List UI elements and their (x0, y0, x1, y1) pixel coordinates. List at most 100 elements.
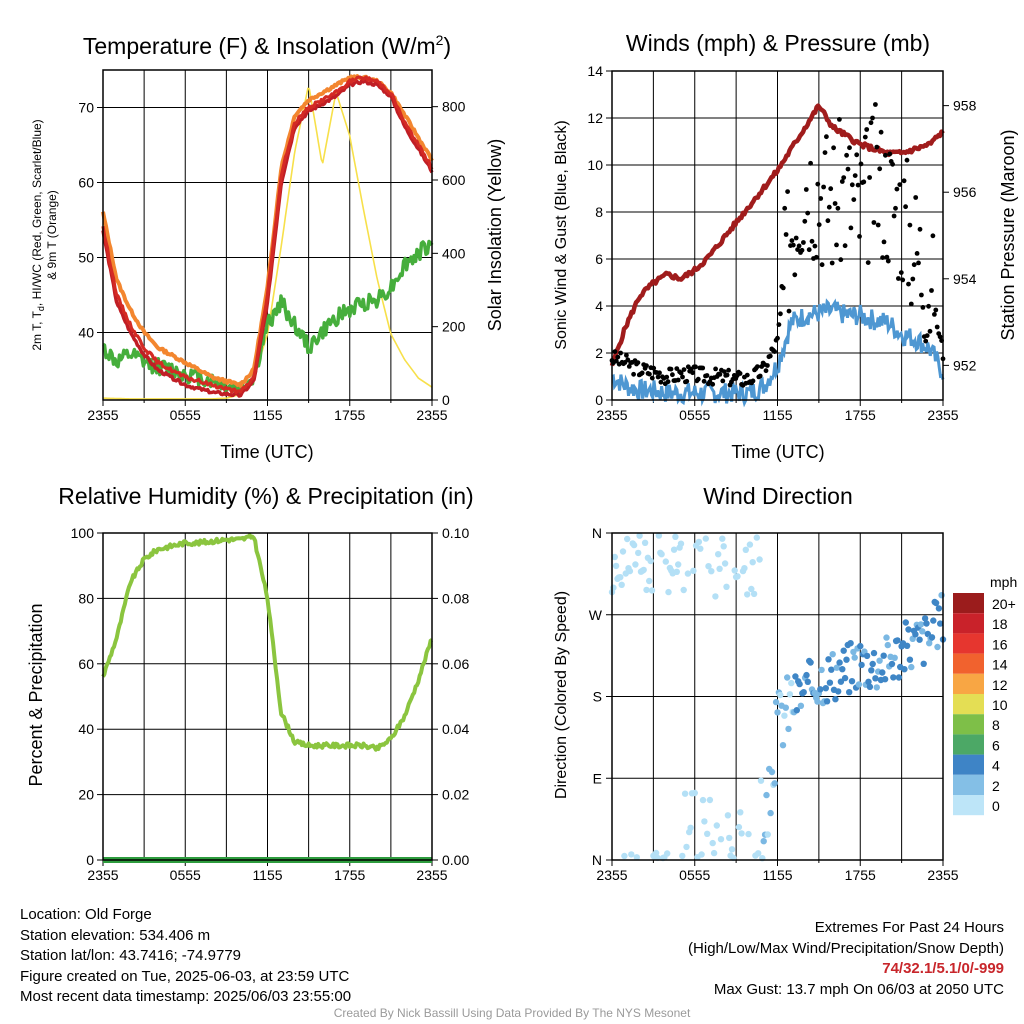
legend-swatch (953, 613, 984, 634)
y-tick-label: 70 (78, 100, 94, 116)
y2-tick-label: 0 (442, 392, 450, 408)
legend-label: 12 (992, 677, 1008, 693)
direction-point (903, 642, 911, 649)
y2-tick-label: 600 (442, 172, 466, 188)
legend-label: 2 (992, 778, 1000, 794)
y-tick-label: 12 (587, 110, 603, 126)
direction-point (825, 656, 832, 663)
gust-point (913, 195, 919, 200)
direction-point (857, 642, 864, 650)
direction-point (847, 640, 854, 647)
direction-point (781, 712, 788, 719)
direction-point (755, 850, 762, 857)
y2-tick-label: 0.04 (442, 721, 469, 737)
direction-point (837, 678, 845, 685)
gust-point (670, 372, 675, 378)
direction-point (835, 688, 842, 695)
direction-point (937, 620, 944, 627)
legend-swatch (953, 673, 984, 694)
direction-point (672, 533, 679, 540)
direction-point (771, 780, 778, 787)
legend-swatch (953, 653, 984, 674)
direction-point (635, 549, 642, 557)
series-line-humidity (101, 533, 433, 752)
gust-point (831, 145, 836, 151)
direction-ylabel: Direction (Colored By Speed) (553, 591, 570, 799)
gust-point (930, 233, 936, 239)
x-tick-label: 2355 (927, 407, 958, 423)
y-tick-label: 40 (78, 325, 94, 341)
gust-point (783, 232, 789, 237)
y-tick-label: 100 (71, 525, 95, 541)
direction-point (817, 686, 824, 693)
legend-label: 4 (992, 758, 1000, 774)
y2-tick-label: 400 (442, 245, 466, 261)
gust-point (615, 354, 621, 360)
gust-point (841, 175, 847, 181)
gust-point (828, 186, 834, 192)
direction-point (843, 656, 850, 663)
gust-point (854, 152, 860, 158)
gust-point (815, 181, 821, 187)
y2-tick-label: 0.00 (442, 852, 469, 868)
direction-point (774, 709, 781, 716)
direction-point (753, 534, 760, 541)
gust-point (809, 238, 815, 244)
y-tick-label: N (592, 525, 602, 541)
direction-point (664, 850, 671, 857)
plot-frame (611, 70, 944, 401)
direction-point (921, 615, 929, 622)
direction-point (938, 592, 945, 599)
gust-point (937, 334, 943, 340)
gust-point (806, 247, 812, 253)
gust-point (681, 367, 687, 372)
gust-point (884, 254, 890, 260)
gust-point (720, 378, 726, 384)
x-tick-label: 0555 (170, 867, 201, 883)
gust-point (924, 333, 930, 338)
direction-point (768, 768, 776, 776)
direction-point (701, 818, 708, 825)
gust-point (825, 218, 831, 224)
legend-label: 0 (992, 798, 1000, 814)
direction-point (728, 846, 736, 853)
location-text: Location: Old Forge (20, 906, 152, 923)
gust-point (782, 205, 788, 211)
humidity-title: Relative Humidity (%) & Precipitation (i… (58, 483, 473, 509)
gust-point (851, 197, 857, 203)
gust-point (877, 166, 883, 172)
direction-point (658, 551, 665, 558)
gust-point (891, 213, 897, 219)
legend-swatch (953, 734, 984, 755)
gust-point (647, 371, 652, 377)
direction-point (630, 541, 638, 549)
gust-point (852, 173, 858, 179)
direction-point (744, 591, 751, 598)
gust-point (802, 218, 808, 224)
gust-point (919, 292, 924, 298)
direction-point (906, 656, 914, 663)
direction-point (797, 702, 805, 709)
gust-point (625, 357, 631, 363)
direction-point (930, 617, 937, 624)
direction-point (618, 581, 625, 588)
direction-point (828, 666, 835, 673)
gust-point (818, 196, 824, 201)
y2-tick-label: 0.10 (442, 525, 469, 541)
direction-point (655, 532, 663, 539)
direction-point (760, 838, 767, 845)
x-tick-label: 2355 (596, 407, 627, 423)
gust-point (658, 379, 664, 385)
plot-frame (611, 532, 944, 861)
gust-point (792, 272, 798, 278)
direction-point (716, 565, 723, 572)
direction-point (632, 561, 639, 568)
y-tick-label: 40 (78, 721, 94, 737)
direction-point (786, 691, 794, 698)
x-tick-label: 2355 (87, 407, 118, 423)
y-tick-label: S (593, 689, 602, 705)
gust-point (793, 235, 799, 241)
y-tick-label: 4 (595, 298, 603, 314)
gust-point (845, 166, 851, 172)
direction-point (699, 796, 707, 804)
